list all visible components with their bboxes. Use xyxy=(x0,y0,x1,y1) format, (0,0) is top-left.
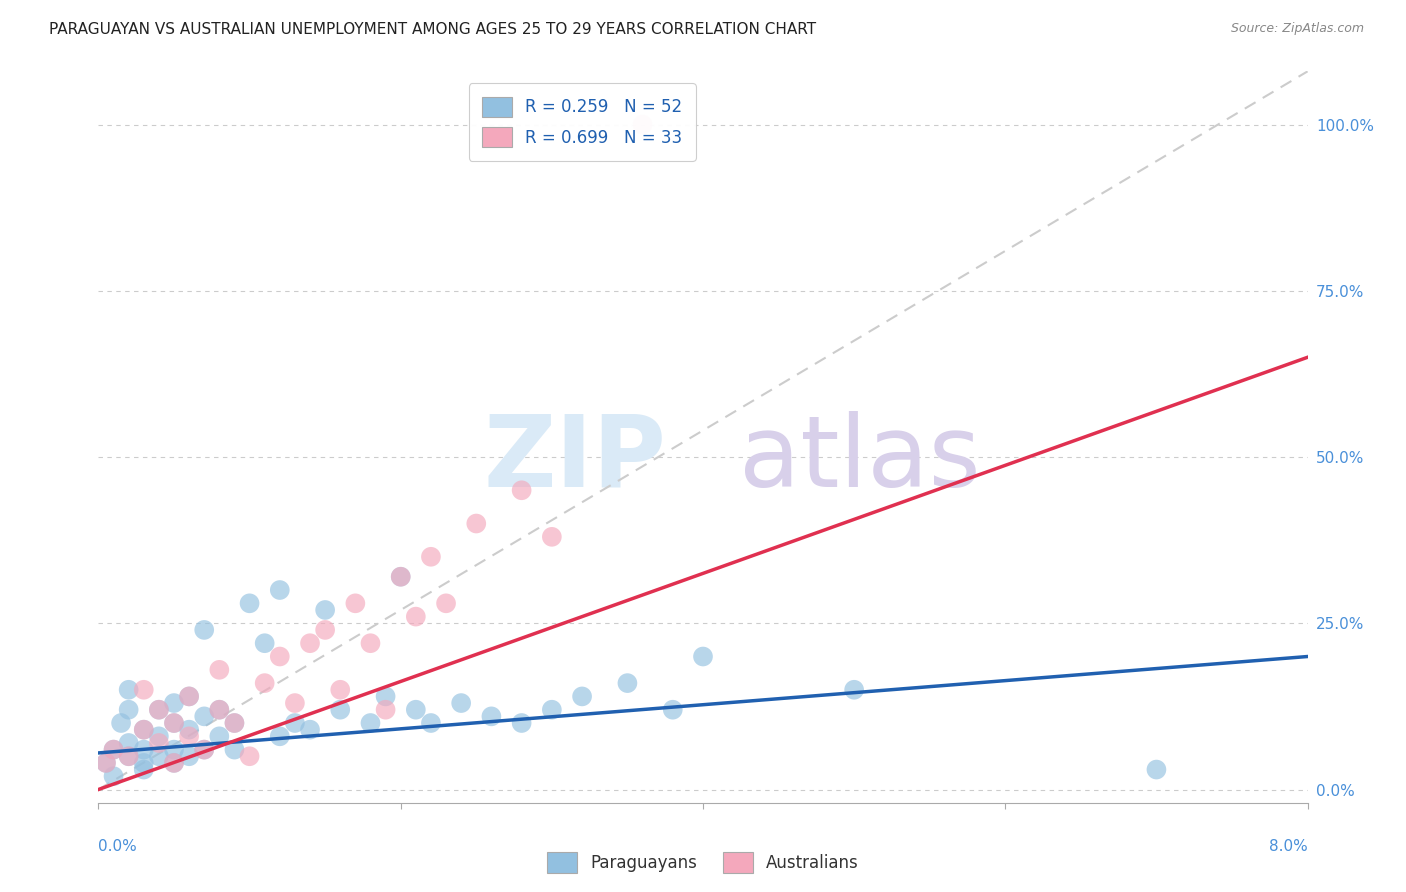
Point xyxy=(94,756,117,770)
Point xyxy=(360,636,382,650)
Point xyxy=(179,723,201,737)
Point xyxy=(163,696,186,710)
Point xyxy=(299,723,322,737)
Text: Source: ZipAtlas.com: Source: ZipAtlas.com xyxy=(1230,22,1364,36)
Point xyxy=(389,570,412,584)
Point xyxy=(420,549,443,564)
Point xyxy=(360,716,382,731)
Point xyxy=(239,749,262,764)
Point xyxy=(224,716,246,731)
Text: PARAGUAYAN VS AUSTRALIAN UNEMPLOYMENT AMONG AGES 25 TO 29 YEARS CORRELATION CHAR: PARAGUAYAN VS AUSTRALIAN UNEMPLOYMENT AM… xyxy=(49,22,817,37)
Point xyxy=(193,709,215,723)
Point xyxy=(405,703,427,717)
Text: 8.0%: 8.0% xyxy=(1268,839,1308,855)
Point xyxy=(103,769,125,783)
Point xyxy=(616,676,638,690)
Point xyxy=(269,582,291,597)
Point xyxy=(208,729,231,743)
Point xyxy=(1146,763,1168,777)
Point xyxy=(239,596,262,610)
Point xyxy=(661,703,683,717)
Point xyxy=(132,756,155,770)
Point xyxy=(344,596,367,610)
Point xyxy=(329,703,352,717)
Point xyxy=(208,703,231,717)
Point xyxy=(434,596,457,610)
Point xyxy=(132,742,155,756)
Point xyxy=(420,716,443,731)
Point xyxy=(329,682,352,697)
Point xyxy=(284,716,307,731)
Point xyxy=(132,723,155,737)
Point xyxy=(110,716,132,731)
Point xyxy=(224,716,246,731)
Point xyxy=(540,703,562,717)
Legend: R = 0.259   N = 52, R = 0.699   N = 33: R = 0.259 N = 52, R = 0.699 N = 33 xyxy=(468,83,696,161)
Point xyxy=(193,623,215,637)
Point xyxy=(631,118,654,132)
Legend: Paraguayans, Australians: Paraguayans, Australians xyxy=(541,846,865,880)
Point xyxy=(118,703,141,717)
Point xyxy=(269,729,291,743)
Point xyxy=(510,716,533,731)
Point xyxy=(179,690,201,704)
Point xyxy=(118,749,141,764)
Point xyxy=(374,703,396,717)
Point xyxy=(224,742,246,756)
Point xyxy=(103,742,125,756)
Point xyxy=(299,636,322,650)
Point xyxy=(132,763,155,777)
Point xyxy=(571,690,593,704)
Point xyxy=(253,676,276,690)
Point xyxy=(193,742,215,756)
Point xyxy=(374,690,396,704)
Point xyxy=(179,690,201,704)
Point xyxy=(540,530,562,544)
Point xyxy=(269,649,291,664)
Point xyxy=(314,623,336,637)
Point xyxy=(208,663,231,677)
Point xyxy=(193,742,215,756)
Point xyxy=(148,749,170,764)
Text: 0.0%: 0.0% xyxy=(98,839,138,855)
Point xyxy=(844,682,866,697)
Point xyxy=(692,649,714,664)
Point xyxy=(118,736,141,750)
Point xyxy=(148,736,170,750)
Point xyxy=(163,716,186,731)
Point xyxy=(208,703,231,717)
Point xyxy=(163,716,186,731)
Point xyxy=(405,609,427,624)
Point xyxy=(103,742,125,756)
Point xyxy=(179,749,201,764)
Point xyxy=(253,636,276,650)
Text: ZIP: ZIP xyxy=(484,410,666,508)
Point xyxy=(132,682,155,697)
Point xyxy=(94,756,117,770)
Point xyxy=(148,729,170,743)
Point xyxy=(163,756,186,770)
Point xyxy=(163,756,186,770)
Point xyxy=(465,516,488,531)
Point xyxy=(510,483,533,498)
Point xyxy=(148,703,170,717)
Point xyxy=(481,709,503,723)
Point xyxy=(118,682,141,697)
Point xyxy=(389,570,412,584)
Point xyxy=(163,742,186,756)
Text: atlas: atlas xyxy=(740,410,981,508)
Point xyxy=(118,749,141,764)
Point xyxy=(132,723,155,737)
Point xyxy=(450,696,472,710)
Point xyxy=(179,729,201,743)
Point xyxy=(284,696,307,710)
Point xyxy=(148,703,170,717)
Point xyxy=(314,603,336,617)
